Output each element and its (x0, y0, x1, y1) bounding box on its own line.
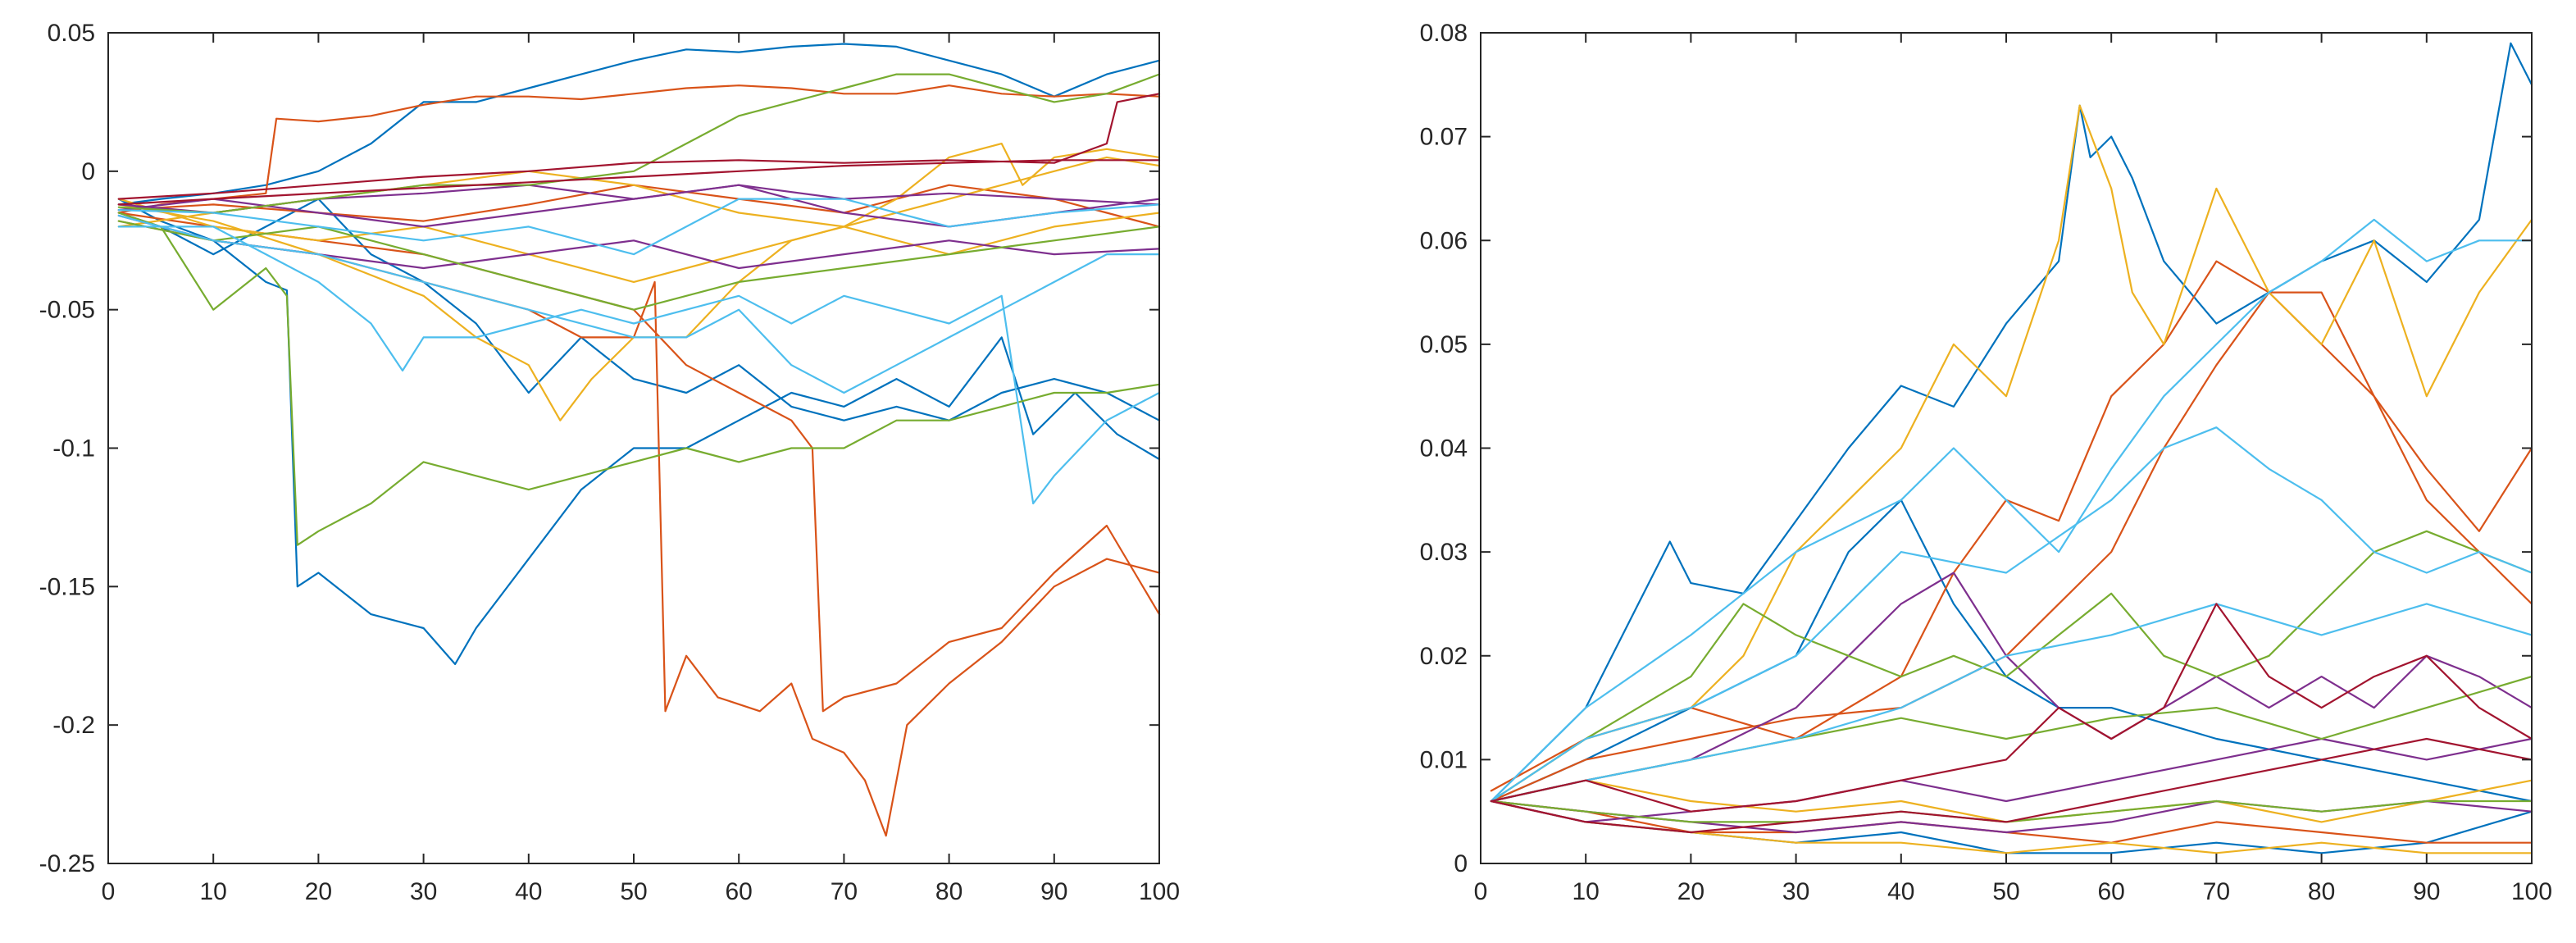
series-line-6 (117, 212, 1161, 713)
series-line-15 (117, 73, 1161, 214)
series-line-12 (117, 214, 1161, 270)
series-lines (1490, 42, 2533, 854)
y-tick-label: 0.06 (1420, 227, 1468, 254)
y-tick-label: 0.03 (1420, 539, 1468, 566)
series-line-2 (117, 43, 1161, 206)
y-tick-label: 0.02 (1420, 643, 1468, 670)
series-line-1 (1490, 42, 2533, 803)
x-tick-label: 30 (1782, 878, 1809, 905)
x-tick-label: 60 (2098, 878, 2125, 905)
series-line-20 (1490, 737, 2533, 834)
x-tick-label: 100 (1139, 878, 1180, 905)
series-line-16 (117, 220, 1161, 311)
right-chart-panel: 0 10 20 30 40 50 60 70 80 90 100 0 0.01 0.02 0.03 0.04 0… (1420, 20, 2552, 905)
x-tick-label: 80 (935, 878, 963, 905)
series-line-14 (1490, 676, 2533, 803)
x-tick-label: 60 (726, 878, 753, 905)
x-tick-label: 20 (1677, 878, 1704, 905)
y-tick-label: 0.08 (1420, 20, 1468, 47)
series-line-7 (1490, 104, 2533, 803)
series-line-5 (1490, 291, 2533, 803)
y-tick-label: 0 (1454, 850, 1468, 877)
y-tick-label: -0.05 (39, 297, 95, 324)
x-tick-label: 30 (410, 878, 437, 905)
y-tick-label: 0.07 (1420, 124, 1468, 151)
series-lines (117, 43, 1161, 837)
series-line-17 (117, 226, 1161, 505)
y-tick-label: -0.2 (52, 712, 95, 739)
left-chart-panel: 0 10 20 30 40 50 60 70 80 90 100 0.05 0 -0.05 -0.1 -0.1… (39, 20, 1180, 905)
series-line-9 (1490, 800, 2533, 854)
y-tick-label: 0.05 (48, 20, 95, 47)
x-tick-label: 20 (305, 878, 332, 905)
series-line-3 (1490, 800, 2533, 854)
x-tick-label: 50 (1992, 878, 2019, 905)
y-tick-label: -0.25 (39, 850, 95, 877)
series-line-21 (117, 159, 1161, 206)
y-tick-label: -0.1 (52, 435, 95, 462)
x-tick-label: 100 (2511, 878, 2552, 905)
series-line-3 (117, 198, 1161, 421)
series-line-18 (1490, 603, 2533, 803)
y-tick-label: -0.15 (39, 573, 95, 600)
series-line-4 (1490, 260, 2533, 792)
x-tick-label: 40 (515, 878, 542, 905)
x-tick-label: 90 (1040, 878, 1067, 905)
x-tick-label: 80 (2308, 878, 2335, 905)
x-tick-label: 10 (1572, 878, 1600, 905)
y-tick-label: 0.04 (1420, 435, 1468, 462)
series-line-8 (117, 143, 1161, 421)
series-line-1 (117, 198, 1161, 665)
x-tick-label: 90 (2413, 878, 2440, 905)
series-line-18 (117, 214, 1161, 394)
x-tick-label: 70 (831, 878, 858, 905)
series-line-4 (117, 84, 1161, 214)
series-line-19 (117, 198, 1161, 256)
y-tick-label: 0.05 (1420, 331, 1468, 358)
series-line-17 (1490, 426, 2533, 803)
y-tick-label: 0 (81, 158, 95, 185)
series-line-20 (117, 93, 1161, 200)
series-line-11 (1490, 737, 2533, 823)
x-tick-label: 70 (2203, 878, 2230, 905)
x-tick-label: 40 (1887, 878, 1914, 905)
x-tick-label: 50 (620, 878, 647, 905)
series-line-16 (1490, 218, 2533, 803)
series-line-19 (1490, 603, 2533, 813)
x-tick-label: 0 (102, 878, 116, 905)
series-line-14 (117, 212, 1161, 546)
y-tick-label: 0.01 (1420, 746, 1468, 773)
series-line-5 (117, 220, 1161, 837)
series-line-10 (1490, 572, 2533, 803)
x-tick-label: 0 (1474, 878, 1488, 905)
x-tick-label: 10 (200, 878, 227, 905)
